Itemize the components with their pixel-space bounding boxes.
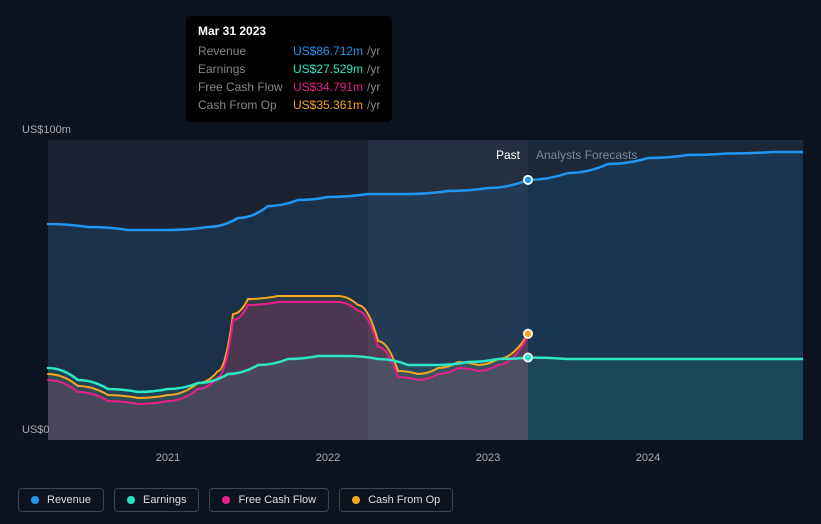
x-tick: 2022 [316,452,340,464]
tooltip-row: Free Cash FlowUS$34.791m/yr [198,78,380,96]
tooltip-metric-suffix: /yr [367,44,380,58]
legend-dot-icon [222,496,230,504]
tooltip-metric-suffix: /yr [367,80,380,94]
financials-chart: US$100m US$0 2021 2022 2023 2024 Past Analys… [18,120,803,470]
tooltip-metric-value: US$27.529m [293,62,363,76]
tooltip-metric-value: US$34.791m [293,80,363,94]
y-axis-bottom-label: US$0 [22,424,50,436]
legend-item-free-cash-flow[interactable]: Free Cash Flow [209,488,329,512]
legend-label: Cash From Op [368,494,440,506]
legend-label: Earnings [143,494,186,506]
legend-dot-icon [352,496,360,504]
tooltip-metric-value: US$86.712m [293,44,363,58]
tooltip-metric-label: Free Cash Flow [198,80,293,94]
marker-revenue [525,177,531,183]
chart-legend: Revenue Earnings Free Cash Flow Cash From O… [18,488,453,512]
legend-label: Revenue [47,494,91,506]
tooltip-metric-label: Cash From Op [198,98,293,112]
tooltip-metric-suffix: /yr [367,98,380,112]
tooltip-metric-value: US$35.361m [293,98,363,112]
tooltip-row: RevenueUS$86.712m/yr [198,42,380,60]
past-label: Past [496,148,520,162]
y-axis-top-label: US$100m [22,124,71,136]
tooltip-metric-suffix: /yr [367,62,380,76]
chart-svg [18,120,803,440]
chart-tooltip: Mar 31 2023 RevenueUS$86.712m/yrEarnings… [186,16,392,122]
tooltip-metric-label: Earnings [198,62,293,76]
marker-earnings [525,354,531,360]
x-tick: 2021 [156,452,180,464]
tooltip-date: Mar 31 2023 [198,24,380,38]
x-tick: 2023 [476,452,500,464]
marker-cash-from-op [525,331,531,337]
tooltip-metric-label: Revenue [198,44,293,58]
tooltip-row: Cash From OpUS$35.361m/yr [198,96,380,114]
tooltip-row: EarningsUS$27.529m/yr [198,60,380,78]
x-tick: 2024 [636,452,660,464]
legend-item-earnings[interactable]: Earnings [114,488,199,512]
legend-dot-icon [31,496,39,504]
legend-label: Free Cash Flow [238,494,316,506]
legend-item-cash-from-op[interactable]: Cash From Op [339,488,453,512]
forecast-label: Analysts Forecasts [536,148,637,162]
legend-dot-icon [127,496,135,504]
legend-item-revenue[interactable]: Revenue [18,488,104,512]
